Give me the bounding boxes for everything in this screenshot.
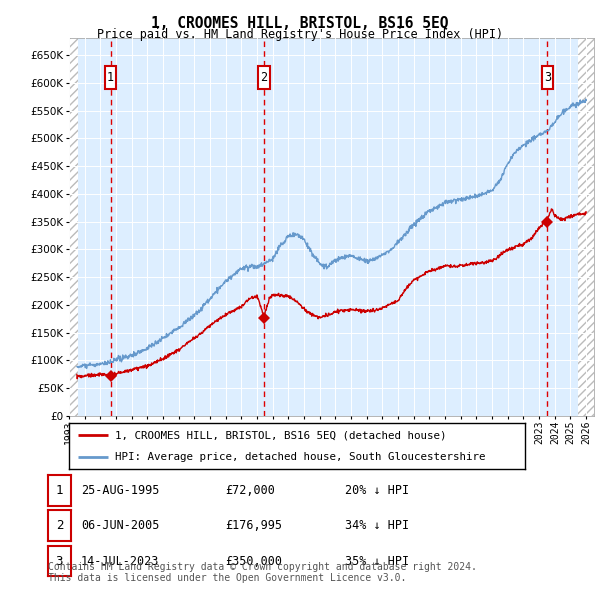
Text: 1, CROOMES HILL, BRISTOL, BS16 5EQ (detached house): 1, CROOMES HILL, BRISTOL, BS16 5EQ (deta… bbox=[115, 431, 446, 441]
Text: 06-JUN-2005: 06-JUN-2005 bbox=[81, 519, 160, 532]
Text: 14-JUL-2023: 14-JUL-2023 bbox=[81, 555, 160, 568]
Text: This data is licensed under the Open Government Licence v3.0.: This data is licensed under the Open Gov… bbox=[48, 573, 406, 583]
Text: 2: 2 bbox=[260, 71, 268, 84]
Text: 1: 1 bbox=[107, 71, 114, 84]
Bar bbox=[69, 38, 116, 416]
Text: 20% ↓ HPI: 20% ↓ HPI bbox=[345, 484, 409, 497]
Text: £176,995: £176,995 bbox=[225, 519, 282, 532]
Text: Contains HM Land Registry data © Crown copyright and database right 2024.: Contains HM Land Registry data © Crown c… bbox=[48, 562, 477, 572]
Text: 3: 3 bbox=[56, 555, 63, 568]
Text: £350,000: £350,000 bbox=[225, 555, 282, 568]
FancyBboxPatch shape bbox=[542, 66, 553, 89]
Text: 25-AUG-1995: 25-AUG-1995 bbox=[81, 484, 160, 497]
Bar bbox=[69, 38, 77, 416]
Text: 2: 2 bbox=[56, 519, 63, 532]
Text: 34% ↓ HPI: 34% ↓ HPI bbox=[345, 519, 409, 532]
Text: 1, CROOMES HILL, BRISTOL, BS16 5EQ: 1, CROOMES HILL, BRISTOL, BS16 5EQ bbox=[151, 16, 449, 31]
Text: 3: 3 bbox=[544, 71, 551, 84]
Text: 35% ↓ HPI: 35% ↓ HPI bbox=[345, 555, 409, 568]
Text: 1: 1 bbox=[56, 484, 63, 497]
FancyBboxPatch shape bbox=[104, 66, 116, 89]
FancyBboxPatch shape bbox=[258, 66, 269, 89]
Text: £72,000: £72,000 bbox=[225, 484, 275, 497]
Text: HPI: Average price, detached house, South Gloucestershire: HPI: Average price, detached house, Sout… bbox=[115, 451, 485, 461]
Bar bbox=[578, 38, 594, 416]
Text: Price paid vs. HM Land Registry's House Price Index (HPI): Price paid vs. HM Land Registry's House … bbox=[97, 28, 503, 41]
